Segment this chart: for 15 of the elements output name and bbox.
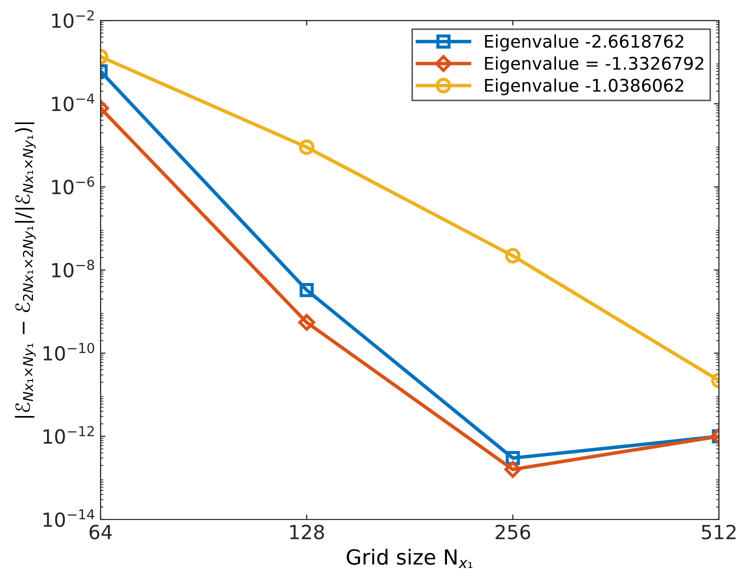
legend-label: Eigenvalue = -1.3326792 — [485, 56, 704, 74]
y-axis-title: |ℰ$_{Nx₁×Ny₁}$ − ℰ$_{2Nx₁×2Ny₁}$|/|ℰ$_{Nx₁×Ny₁}$)| — [14, 122, 36, 418]
x-tick-label: 128 — [290, 524, 324, 540]
x-tick-label: 512 — [702, 524, 736, 540]
x-axis-title: Grid size N$_{x₁}$ — [346, 548, 472, 568]
legend-label: Eigenvalue -1.0386062 — [485, 78, 684, 96]
y-tick-label: 10$^{−6}$ — [52, 176, 94, 194]
y-tick-label: 10$^{−2}$ — [52, 10, 94, 28]
y-tick-label: 10$^{−10}$ — [44, 342, 94, 361]
x-tick-label: 256 — [496, 524, 530, 540]
y-tick-label: 10$^{−12}$ — [44, 426, 94, 444]
x-tick-label: 64 — [90, 524, 112, 540]
y-tick-label: 10$^{−4}$ — [52, 94, 94, 112]
y-tick-label: 10$^{−8}$ — [52, 260, 94, 278]
legend-label: Eigenvalue -2.6618762 — [485, 34, 684, 52]
